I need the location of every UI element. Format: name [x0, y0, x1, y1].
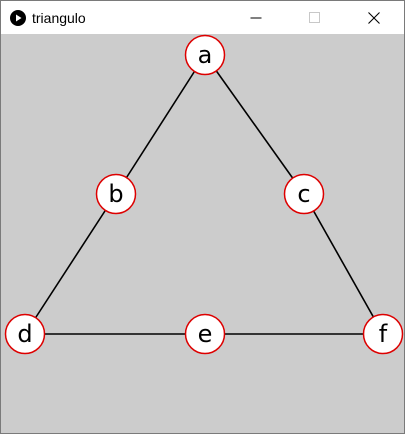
processing-app-icon: [10, 10, 26, 26]
node-circle[interactable]: [95, 173, 137, 215]
node-circle[interactable]: [184, 34, 226, 76]
node-d[interactable]: d: [4, 313, 46, 355]
node-circle[interactable]: [4, 313, 46, 355]
title-bar[interactable]: triangulo: [1, 1, 404, 34]
node-label: a: [198, 41, 213, 69]
node-circle[interactable]: [184, 313, 226, 355]
window-title: triangulo: [32, 10, 86, 26]
edge-b-d: [24, 193, 117, 335]
node-b[interactable]: b: [95, 173, 137, 215]
close-icon: [368, 11, 380, 24]
node-f[interactable]: f: [362, 313, 404, 355]
triangle-graph: a b c d e f: [4, 34, 404, 355]
node-a[interactable]: a: [184, 34, 226, 76]
node-circle[interactable]: [362, 313, 404, 355]
node-label: f: [379, 320, 388, 348]
edges-layer: [24, 54, 384, 335]
maximize-button[interactable]: [292, 1, 338, 34]
sketch-canvas[interactable]: a b c d e f: [1, 34, 404, 433]
edge-a-c: [204, 54, 305, 195]
node-label: b: [108, 180, 123, 208]
node-label: d: [17, 320, 32, 348]
minimize-icon: [250, 17, 262, 18]
node-label: e: [198, 320, 213, 348]
edge-c-f: [303, 193, 384, 335]
node-c[interactable]: c: [283, 173, 325, 215]
node-circle[interactable]: [283, 173, 325, 215]
minimize-button[interactable]: [233, 1, 279, 34]
node-label: c: [297, 180, 310, 208]
close-button[interactable]: [351, 1, 397, 34]
edge-a-b: [115, 54, 206, 195]
maximize-icon: [309, 11, 320, 23]
node-e[interactable]: e: [184, 313, 226, 355]
nodes-layer: a b c d e f: [4, 34, 404, 355]
